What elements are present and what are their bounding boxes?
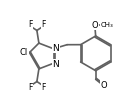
Text: O: O [100,81,107,90]
Text: F: F [41,83,46,92]
Text: F: F [41,20,46,29]
Text: Cl: Cl [20,47,28,57]
Text: F: F [28,83,32,92]
Text: N: N [53,44,59,53]
Text: N: N [53,60,59,69]
Text: CH₃: CH₃ [100,22,113,28]
Text: O: O [92,21,98,30]
Text: F: F [28,20,32,29]
